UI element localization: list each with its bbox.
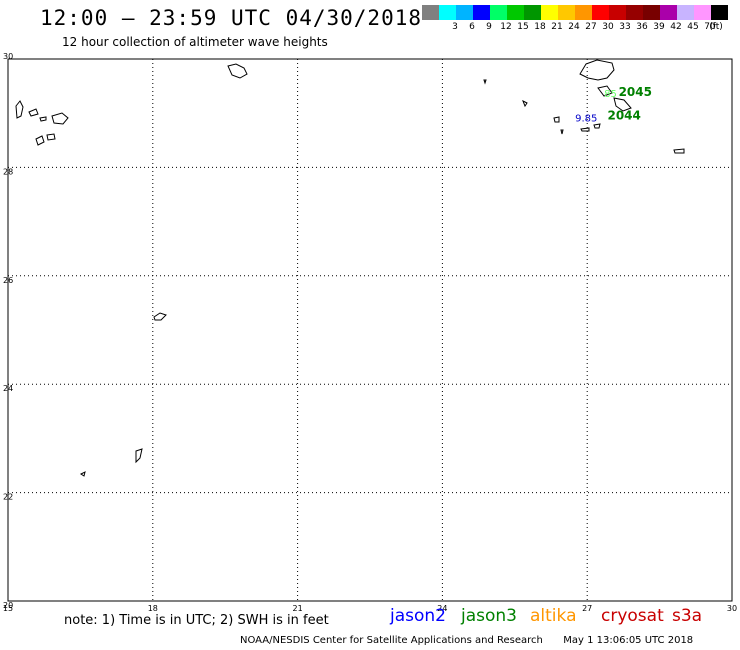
legend-label: 15 [517,22,529,32]
satellite-altika: altika [530,606,577,626]
island-outline [522,99,528,108]
legend-label: 39 [653,22,665,32]
pass-time-label: 2045 [619,85,652,99]
coastline-islands [15,59,685,477]
footer-org: NOAA/NESDIS Center for Satellite Applica… [240,635,543,646]
lon-tick-label: 27 [582,604,592,613]
swh-value-label: 85 [604,89,617,100]
legend-label: 36 [636,22,648,32]
graticule [8,59,732,601]
lon-tick-label: 15 [3,604,13,613]
legend-label: 33 [619,22,631,32]
footer-timestamp: May 1 13:06:05 UTC 2018 [563,635,694,646]
wave-height-legend: 3 6 9 12 15 18 21 24 27 30 33 36 39 42 45 70 (ft) [422,5,730,33]
island-outline [39,116,47,122]
island-outline [46,133,56,141]
map-title: 12:00 – 23:59 UTC 04/30/2018 [40,6,423,30]
footer: NOAA/NESDIS Center for Satellite Applica… [240,635,693,646]
legend-label: 27 [585,22,597,32]
legend-swatch [575,5,592,20]
legend-label: 30 [602,22,614,32]
legend-swatch [677,5,694,20]
map-subtitle: 12 hour collection of altimeter wave hei… [62,35,328,49]
satellite-s3a: s3a [672,606,703,626]
satellite-jason3: jason3 [461,606,517,626]
lon-tick-label: 21 [293,604,303,613]
lon-tick-label: 24 [437,604,447,613]
legend-swatch [524,5,541,20]
legend-swatch [660,5,677,20]
lon-tick-label: 18 [148,604,158,613]
island-outline [80,471,86,477]
legend-swatch [490,5,507,20]
pass-time-label: 2044 [607,109,640,123]
legend-label: 42 [670,22,682,32]
altimeter-observations: 9.85 85 2045 2044 [575,85,652,124]
legend-swatch [694,5,711,20]
legend-swatch [473,5,490,20]
island-outline [593,123,601,129]
legend-label: 21 [551,22,563,32]
legend-label: 12 [500,22,512,32]
legend-swatch [643,5,660,20]
legend-label: 9 [486,22,492,32]
lon-tick-label: 30 [727,604,737,613]
legend-label: 18 [534,22,546,32]
legend-swatch [609,5,626,20]
island-outline [135,448,143,464]
island-outline [28,108,39,117]
legend-label: 45 [687,22,699,32]
lat-tick-label: 26 [3,276,13,285]
legend-swatch [541,5,558,20]
lat-tick-label: 28 [3,167,13,176]
lat-tick-label: 20 [3,601,13,610]
legend-label: 3 [452,22,458,32]
island-outline [35,135,45,146]
island-outline [613,97,632,112]
island-outline [579,59,615,81]
legend-label: 70 [704,22,716,32]
lat-tick-label: 22 [3,493,13,502]
island-outline [580,127,590,132]
units-note: note: 1) Time is in UTC; 2) SWH is in fe… [64,613,329,628]
island-outline [153,312,167,321]
legend-swatch [456,5,473,20]
map-frame [7,58,733,602]
island-outline [51,112,69,125]
legend-swatch [592,5,609,20]
legend-unit: (ft) [709,22,723,32]
swh-value-label: 9.85 [575,113,597,124]
legend-label: 6 [469,22,475,32]
satellite-jason2: jason2 [390,606,446,626]
legend-swatch [507,5,524,20]
legend-swatch [711,5,728,20]
island-outline [553,116,560,123]
island-outline [227,63,248,79]
satellite-cryosat: cryosat [601,606,664,626]
lat-tick-label: 24 [3,384,13,393]
axis-labels: 15 18 21 24 27 30 30 28 26 24 22 20 [3,52,737,613]
island-outline [673,148,685,154]
legend-swatch [558,5,575,20]
island-outline [483,79,487,85]
lat-tick-label: 30 [3,52,13,61]
legend-label: 24 [568,22,580,32]
legend-swatch [422,5,439,20]
legend-swatch [626,5,643,20]
island-outline [15,100,24,119]
island-outline [597,85,613,97]
legend-swatch [439,5,456,20]
island-outline [560,129,564,135]
